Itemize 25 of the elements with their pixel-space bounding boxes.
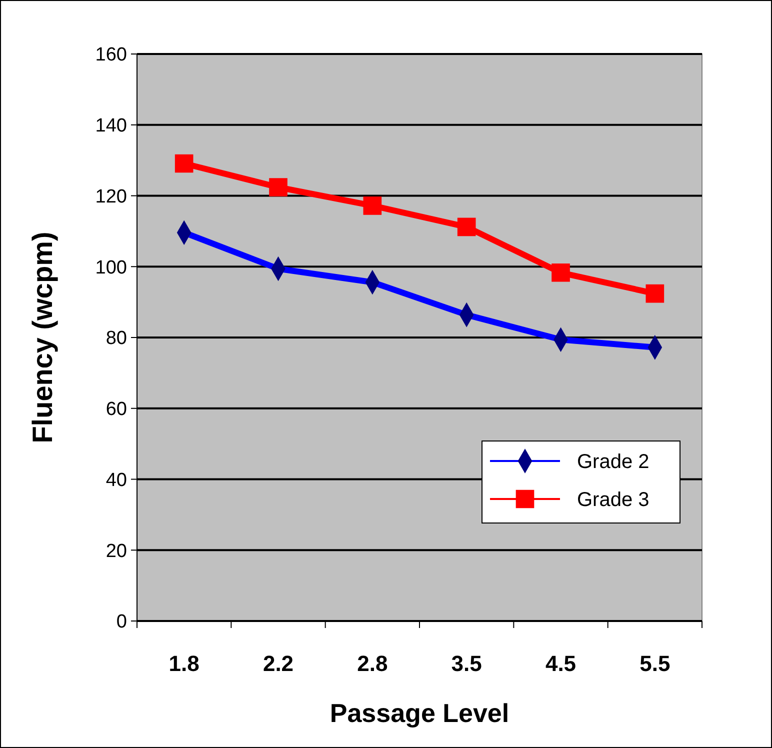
y-tick-label: 100 — [95, 257, 127, 278]
x-tick-label: 2.8 — [357, 651, 388, 676]
point — [363, 196, 382, 215]
y-tick-label: 120 — [95, 186, 127, 208]
point — [269, 178, 288, 196]
y-tick-label: 140 — [95, 116, 127, 137]
y-tick-label: 40 — [106, 470, 127, 491]
x-tick-label: 1.8 — [168, 651, 200, 676]
point — [552, 263, 570, 282]
y-axis-title: Fluency (wcpm) — [27, 232, 58, 444]
legend-label: Grade 3 — [577, 489, 650, 511]
point — [646, 284, 664, 303]
point — [174, 154, 194, 173]
x-tick-label: 3.5 — [451, 651, 482, 676]
y-tick-label: 0 — [116, 612, 127, 633]
point — [457, 218, 476, 236]
y-tick-label: 60 — [106, 399, 127, 420]
x-tick-label: 2.2 — [262, 651, 294, 676]
x-tick-label: 4.5 — [545, 651, 576, 676]
legend-label: Grade 2 — [577, 451, 650, 473]
x-tick-label: 5.5 — [640, 651, 670, 676]
y-tick-label: 80 — [106, 328, 127, 350]
y-tick-label: 20 — [106, 540, 127, 562]
x-axis-title: Passage Level — [330, 698, 510, 728]
y-tick-label: 160 — [95, 44, 127, 66]
